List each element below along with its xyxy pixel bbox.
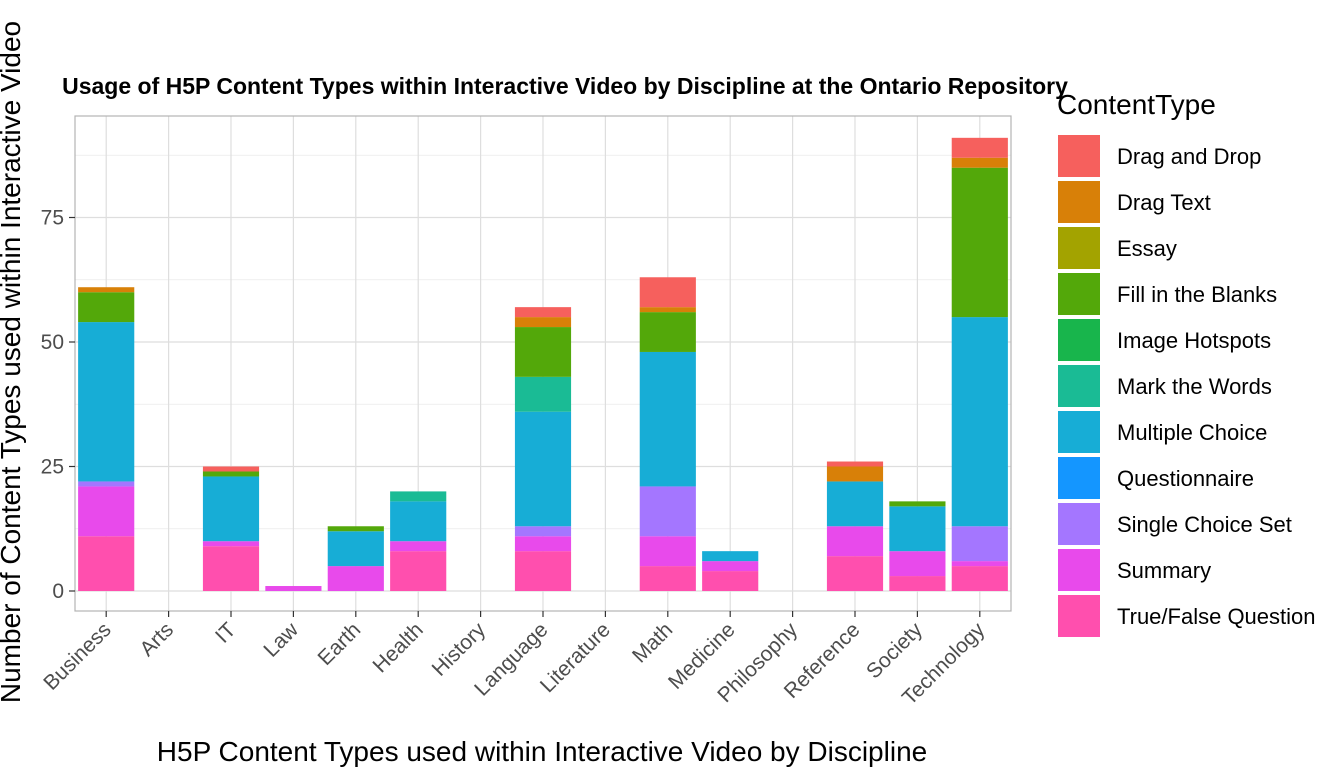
bar-segment-it-true-false-question: [202, 546, 260, 591]
legend-label: Essay: [1117, 236, 1177, 261]
legend-key: [1058, 411, 1100, 453]
bar-segment-technology-summary: [951, 561, 1008, 567]
bar-segment-business-single-choice-set: [78, 481, 135, 487]
bar-segment-language-fill-in-the-blanks: [514, 327, 572, 377]
x-axis-title: H5P Content Types used within Interactiv…: [157, 736, 927, 767]
bar-segment-it-fill-in-the-blanks: [202, 471, 260, 477]
bar-segment-technology-true-false-question: [951, 566, 1008, 591]
bar-segment-technology-fill-in-the-blanks: [951, 167, 1008, 318]
bar-segment-society-multiple-choice: [889, 506, 946, 552]
bar-segment-earth-multiple-choice: [327, 531, 384, 567]
y-tick-label: 50: [41, 331, 64, 354]
bar-segment-technology-single-choice-set: [951, 526, 1008, 562]
bar-segment-math-multiple-choice: [639, 351, 696, 487]
y-tick-label: 75: [41, 207, 64, 230]
legend-label: Drag Text: [1117, 190, 1211, 215]
bar-segment-medicine-summary: [702, 561, 759, 572]
bar-segment-society-true-false-question: [889, 576, 946, 591]
legend-label: Multiple Choice: [1117, 420, 1267, 445]
bar-segment-language-single-choice-set: [514, 526, 572, 537]
bar-segment-reference-true-false-question: [826, 556, 884, 591]
legend-label: True/False Question: [1117, 604, 1316, 629]
legend-label: Fill in the Blanks: [1117, 282, 1277, 307]
legend-label: Mark the Words: [1117, 374, 1272, 399]
legend-label: Drag and Drop: [1117, 144, 1261, 169]
bar-segment-language-mark-the-words: [514, 376, 572, 412]
bar-segment-law-summary: [265, 586, 322, 591]
bar-segment-society-fill-in-the-blanks: [889, 501, 946, 507]
bar-segment-medicine-multiple-choice: [702, 551, 759, 562]
bar-segment-earth-summary: [327, 566, 384, 591]
bar-segment-reference-multiple-choice: [826, 481, 884, 527]
y-tick-label: 25: [41, 456, 64, 479]
bar-segment-it-summary: [202, 541, 260, 547]
legend-label: Summary: [1117, 558, 1211, 583]
legend-label: Questionnaire: [1117, 466, 1254, 491]
y-axis: 0 25 50 75: [41, 207, 75, 603]
legend-key: [1058, 135, 1100, 177]
bar-segment-language-summary: [514, 536, 572, 552]
legend-label: Single Choice Set: [1117, 512, 1292, 537]
bar-segment-math-single-choice-set: [639, 486, 696, 537]
bar-segment-business-multiple-choice: [78, 322, 135, 482]
legend-key: [1058, 181, 1100, 223]
bar-segment-language-multiple-choice: [514, 411, 572, 527]
legend-key: [1058, 319, 1100, 361]
legend-key: [1058, 365, 1100, 407]
bar-segment-health-multiple-choice: [390, 501, 447, 542]
bar-segment-health-summary: [390, 541, 447, 552]
legend-key: [1058, 549, 1100, 591]
bar-segment-business-summary: [78, 486, 135, 537]
bar-segment-business-true-false-question: [78, 536, 135, 591]
bar-segment-math-fill-in-the-blanks: [639, 312, 696, 352]
bar-segment-health-true-false-question: [390, 551, 447, 591]
bar-segment-business-fill-in-the-blanks: [78, 292, 135, 323]
bar-segment-earth-fill-in-the-blanks: [327, 526, 384, 532]
bar-segment-technology-drag-and-drop: [951, 137, 1008, 158]
legend-key: [1058, 273, 1100, 315]
bar-segment-math-drag-and-drop: [639, 277, 696, 308]
legend: ContentType Drag and Drop Drag Text Essay F…: [1057, 89, 1316, 637]
y-axis-title: Number of Content Types used within Inte…: [0, 21, 26, 703]
bar-segment-business-drag-text: [78, 287, 135, 293]
legend-label: Image Hotspots: [1117, 328, 1271, 353]
legend-key: [1058, 457, 1100, 499]
bar-segment-health-mark-the-words: [390, 491, 447, 502]
bar-segment-language-true-false-question: [514, 551, 572, 591]
bar-segment-it-multiple-choice: [202, 476, 260, 542]
bar-segment-math-true-false-question: [639, 566, 696, 591]
bar-segment-technology-multiple-choice: [951, 317, 1008, 527]
y-tick-label: 0: [52, 580, 64, 603]
bar-segment-language-drag-and-drop: [514, 307, 572, 318]
legend-key: [1058, 227, 1100, 269]
bar-segment-it-drag-and-drop: [202, 466, 260, 472]
bar-segment-reference-summary: [826, 526, 884, 557]
bar-segment-society-summary: [889, 551, 946, 577]
bar-segment-reference-drag-and-drop: [826, 461, 884, 467]
bar-segment-medicine-true-false-question: [702, 571, 759, 591]
bars-group: [78, 137, 1008, 591]
bar-segment-reference-drag-text: [826, 466, 884, 482]
chart-title: Usage of H5P Content Types within Intera…: [62, 73, 1068, 99]
bar-segment-language-drag-text: [514, 317, 572, 328]
legend-key: [1058, 503, 1100, 545]
bar-segment-math-summary: [639, 536, 696, 567]
legend-title: ContentType: [1057, 89, 1216, 120]
bar-segment-technology-drag-text: [951, 157, 1008, 168]
bar-segment-math-drag-text: [639, 307, 696, 313]
legend-key: [1058, 595, 1100, 637]
